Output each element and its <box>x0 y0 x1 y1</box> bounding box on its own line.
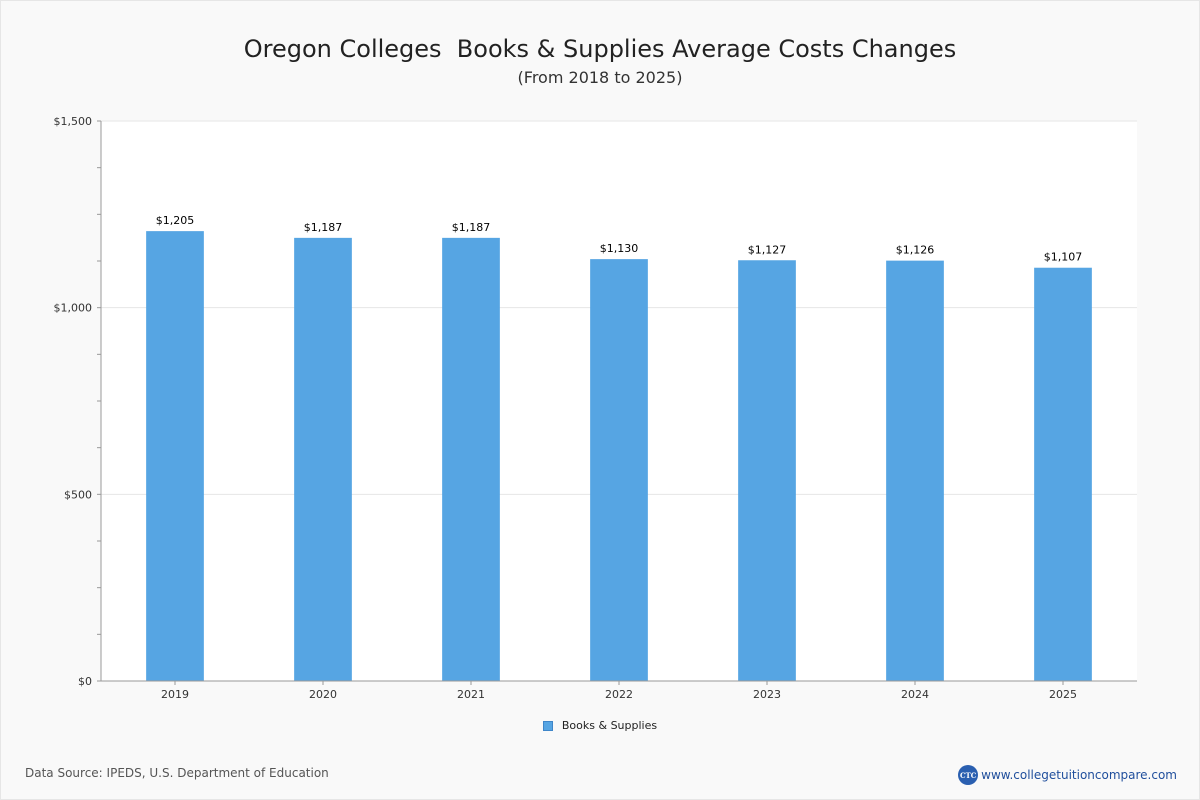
data-label: $1,127 <box>748 243 787 256</box>
data-label: $1,187 <box>304 221 343 234</box>
data-label: $1,107 <box>1044 251 1083 264</box>
bar[interactable] <box>886 260 944 681</box>
chart-title: Oregon Colleges Books & Supplies Average… <box>243 35 957 63</box>
legend: Books & Supplies <box>1 719 1199 732</box>
legend-label: Books & Supplies <box>561 719 658 732</box>
y-axis-tick-labels: $0 $500 $1,000 $1,500 <box>54 115 93 688</box>
data-source-note: Data Source: IPEDS, U.S. Department of E… <box>25 766 329 780</box>
bar[interactable] <box>590 259 648 681</box>
data-label: $1,187 <box>452 221 491 234</box>
y-tick-label: $1,500 <box>54 115 93 128</box>
data-labels: $1,205 $1,187 $1,187 $1,130 $1,127 $1,126 $1,1… <box>156 214 1083 264</box>
x-tick-label: 2025 <box>1049 688 1077 701</box>
bar[interactable] <box>146 231 204 681</box>
y-tick-label: $0 <box>78 675 92 688</box>
x-tick-label: 2020 <box>309 688 337 701</box>
y-axis-minor-ticks <box>97 120 101 682</box>
x-axis-tick-labels: 2019 2020 2021 2022 2023 2024 2025 <box>161 681 1077 701</box>
bar[interactable] <box>294 237 352 681</box>
site-credit[interactable]: CTC www.collegetuitioncompare.com <box>958 765 1177 785</box>
data-label: $1,130 <box>600 242 639 255</box>
x-tick-label: 2023 <box>753 688 781 701</box>
bar[interactable] <box>1034 267 1092 681</box>
x-tick-label: 2019 <box>161 688 189 701</box>
x-tick-label: 2022 <box>605 688 633 701</box>
legend-swatch <box>542 720 553 731</box>
x-tick-label: 2024 <box>901 688 929 701</box>
chart-subtitle: (From 2018 to 2025) <box>517 68 683 87</box>
y-tick-label: $1,000 <box>54 302 93 315</box>
bar[interactable] <box>442 237 500 681</box>
site-link[interactable]: www.collegetuitioncompare.com <box>981 768 1177 782</box>
x-tick-label: 2021 <box>457 688 485 701</box>
bars <box>146 231 1092 681</box>
y-tick-label: $500 <box>64 488 92 501</box>
bar[interactable] <box>738 260 796 681</box>
data-label: $1,126 <box>896 244 935 257</box>
data-label: $1,205 <box>156 214 195 227</box>
site-logo-icon: CTC <box>958 765 979 785</box>
